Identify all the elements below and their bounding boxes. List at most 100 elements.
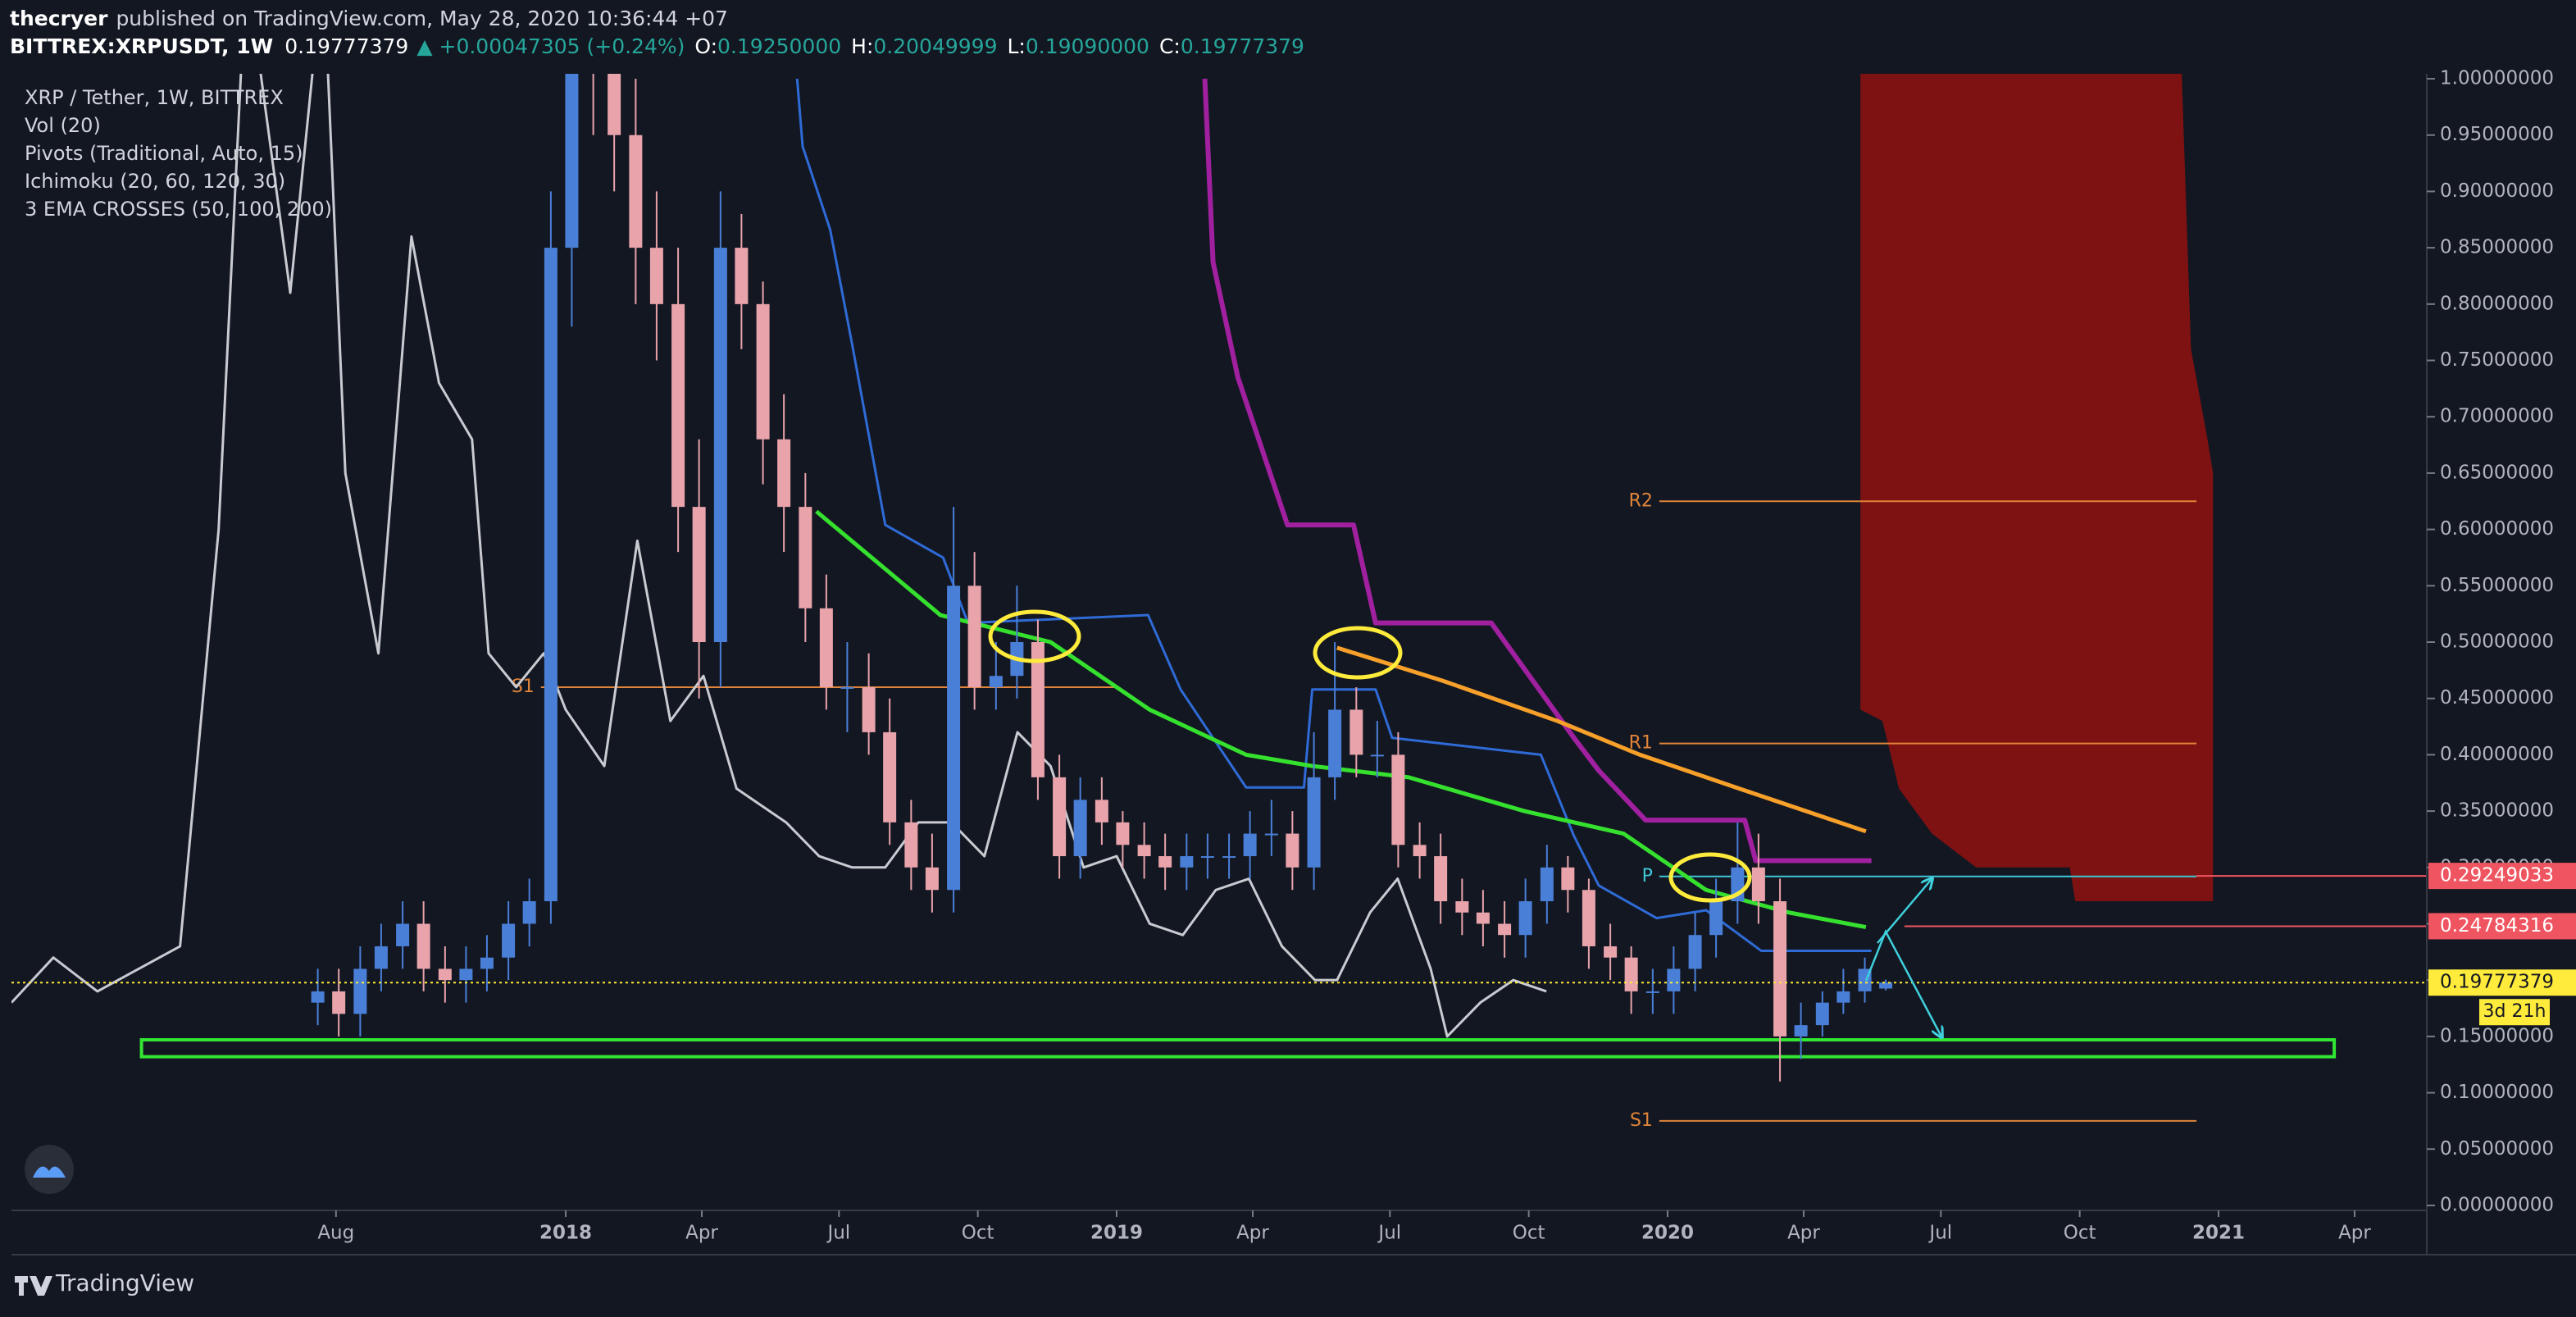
footer-brand: TradingView bbox=[55, 1269, 194, 1296]
candle-body bbox=[862, 686, 876, 732]
published: published on TradingView.com, May 28, 20… bbox=[116, 7, 728, 30]
candle-body bbox=[311, 991, 325, 1003]
candle-body bbox=[883, 731, 897, 823]
candle-body bbox=[332, 991, 346, 1014]
candle-body bbox=[1561, 867, 1575, 891]
indicator-line bbox=[1202, 78, 1872, 864]
candle-body bbox=[1349, 709, 1363, 755]
candle-body bbox=[1815, 1002, 1829, 1026]
candle-body bbox=[649, 248, 663, 304]
y-tick-label: 0.90000000 bbox=[2440, 180, 2554, 202]
candle-body bbox=[1328, 709, 1342, 777]
y-tick-label: 1.00000000 bbox=[2440, 68, 2554, 89]
ichimoku-cloud bbox=[1860, 74, 2214, 901]
candle-body bbox=[1180, 856, 1194, 868]
candle-body bbox=[1391, 754, 1405, 845]
candle-body bbox=[1709, 900, 1723, 936]
ohlc-value: 0.19250000 bbox=[717, 34, 841, 58]
candle-body bbox=[1624, 957, 1638, 991]
y-tick-label: 0.85000000 bbox=[2440, 237, 2554, 258]
x-tick-label: 2018 bbox=[539, 1223, 592, 1244]
y-tick-label: 0.50000000 bbox=[2440, 631, 2554, 653]
candle-body bbox=[459, 968, 473, 981]
candle-body bbox=[1200, 856, 1214, 859]
x-tick-label: Jul bbox=[1927, 1223, 1952, 1244]
candle-body bbox=[1137, 845, 1151, 857]
change: ▲ +0.00047305 (+0.24%) bbox=[416, 34, 685, 58]
last-price-label: 0.19777379 bbox=[2440, 972, 2554, 993]
candle-body bbox=[735, 248, 749, 304]
candle-body bbox=[1879, 982, 1893, 989]
candle-body bbox=[480, 957, 494, 969]
footer-logo bbox=[15, 1276, 52, 1296]
candle-body bbox=[502, 923, 516, 958]
candle-body bbox=[799, 507, 812, 608]
ohlc-key: L: bbox=[1008, 34, 1026, 58]
candle-body bbox=[692, 507, 706, 642]
y-tick-label: 0.35000000 bbox=[2440, 800, 2554, 822]
candle-body bbox=[1836, 991, 1850, 1003]
candle-body bbox=[1286, 833, 1299, 868]
x-tick-label: Apr bbox=[1787, 1223, 1820, 1244]
projection-arrow bbox=[1864, 929, 1941, 1037]
ohlc-value: 0.20049999 bbox=[873, 34, 997, 58]
candle-body bbox=[416, 923, 430, 969]
y-tick-label: 0.75000000 bbox=[2440, 349, 2554, 371]
candle-body bbox=[1455, 900, 1469, 913]
legend-item: 3 EMA CROSSES (50, 100, 200) bbox=[25, 198, 332, 221]
y-tick-label: 0.40000000 bbox=[2440, 744, 2554, 765]
y-tick-label: 0.80000000 bbox=[2440, 293, 2554, 314]
annotations bbox=[988, 609, 1941, 1037]
y-tick-label: 0.60000000 bbox=[2440, 518, 2554, 540]
support-zone bbox=[139, 1037, 2337, 1059]
x-tick-label: 2020 bbox=[1641, 1223, 1694, 1244]
header-line-1: thecryer published on TradingView.com, Ma… bbox=[10, 7, 728, 30]
x-tick-label: Apr bbox=[2338, 1223, 2371, 1244]
x-tick-label: Oct bbox=[2064, 1223, 2096, 1244]
candle-body bbox=[1604, 946, 1618, 958]
candle-body bbox=[1264, 833, 1278, 836]
candle-body bbox=[1434, 856, 1448, 901]
candle-body bbox=[756, 303, 770, 440]
candle-body bbox=[713, 248, 727, 642]
header-line-2: BITTREX:XRPUSDT, 1W 0.19777379 ▲ +0.000473… bbox=[10, 34, 1304, 58]
candle-body bbox=[989, 676, 1003, 687]
candle-body bbox=[1413, 845, 1427, 857]
indicator-line bbox=[815, 509, 1867, 930]
candle-body bbox=[1031, 642, 1045, 777]
indicator-line bbox=[11, 74, 1547, 1038]
x-tick-label: 2019 bbox=[1090, 1223, 1143, 1244]
y-tick-label: 0.05000000 bbox=[2440, 1138, 2554, 1160]
candle-body bbox=[967, 586, 981, 687]
x-tick-label: Apr bbox=[685, 1223, 718, 1244]
candle-body bbox=[1370, 754, 1384, 757]
candle-body bbox=[1498, 923, 1512, 936]
candle-body bbox=[671, 303, 685, 508]
x-tick-label: 2021 bbox=[2192, 1223, 2245, 1244]
author: thecryer bbox=[10, 7, 108, 30]
ohlc-key: C: bbox=[1159, 34, 1181, 58]
candle-body bbox=[777, 439, 791, 508]
symbol: BITTREX:XRPUSDT, 1W bbox=[10, 34, 273, 58]
candle-body bbox=[438, 968, 452, 981]
candle-body bbox=[1095, 800, 1108, 823]
candle-body bbox=[925, 867, 939, 891]
logo-button[interactable] bbox=[25, 1145, 74, 1194]
candle-body bbox=[374, 946, 388, 969]
candle-body bbox=[1751, 867, 1765, 901]
candle-body bbox=[608, 74, 621, 135]
candle-body bbox=[819, 608, 833, 687]
last-price-badge bbox=[2428, 969, 2576, 996]
candle-body bbox=[1582, 890, 1595, 946]
indicator-line bbox=[795, 78, 1872, 952]
price-badge bbox=[2428, 913, 2576, 940]
pivot-label: S1 bbox=[1630, 1110, 1653, 1131]
price-badge-label: 0.24784316 bbox=[2440, 915, 2554, 936]
legend-item: Pivots (Traditional, Auto, 15) bbox=[25, 142, 303, 165]
y-tick-label: 0.70000000 bbox=[2440, 406, 2554, 427]
last-price: 0.19777379 bbox=[284, 34, 408, 58]
candle-body bbox=[1476, 912, 1490, 924]
countdown-label: 3d 21h bbox=[2483, 1001, 2546, 1022]
